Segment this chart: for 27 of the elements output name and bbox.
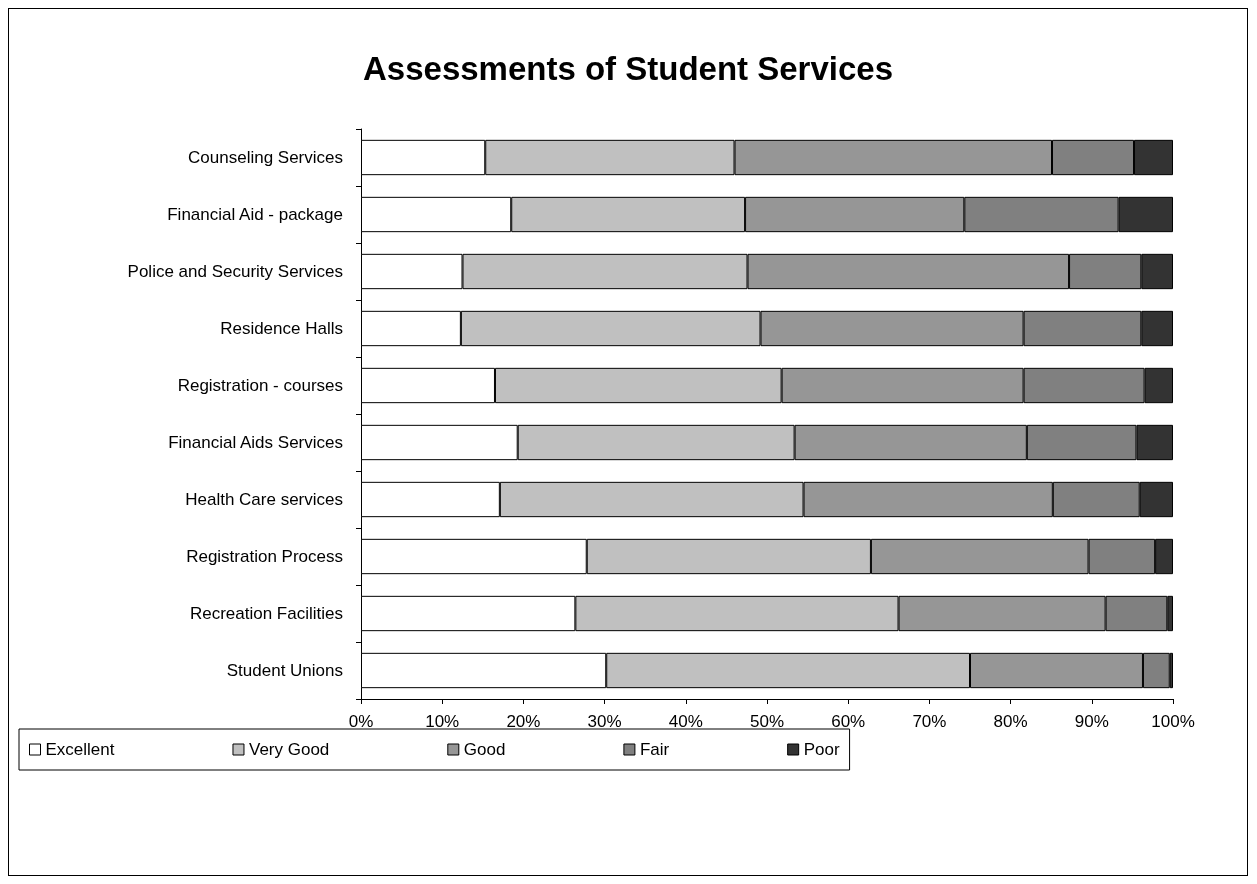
x-tick-label: 70% bbox=[912, 712, 947, 731]
x-tick-label: 100% bbox=[1151, 712, 1195, 731]
y-tick-label: Health Care services bbox=[185, 490, 343, 509]
x-tick-label: 60% bbox=[831, 712, 866, 731]
legend-label: Poor bbox=[803, 740, 840, 759]
x-tick-label: 20% bbox=[506, 712, 541, 731]
y-tick-label: Financial Aid - package bbox=[167, 205, 343, 224]
x-tick-label: 80% bbox=[993, 712, 1028, 731]
legend-label: Excellent bbox=[45, 740, 115, 759]
y-tick-label: Registration - courses bbox=[177, 376, 343, 395]
x-tick-label: 50% bbox=[749, 712, 785, 731]
y-tick-label: Counseling Services bbox=[188, 148, 343, 167]
x-tick-label: 90% bbox=[1074, 712, 1109, 731]
legend-label: Fair bbox=[639, 740, 670, 759]
y-tick-label: Recreation Facilities bbox=[189, 604, 343, 623]
x-tick-label: 0% bbox=[348, 712, 374, 731]
x-tick-label: 10% bbox=[425, 712, 460, 731]
chart-title: Assessments of Student Services bbox=[362, 50, 894, 87]
legend-label: Good bbox=[463, 740, 506, 759]
x-tick-label: 40% bbox=[668, 712, 703, 731]
y-tick-label: Police and Security Services bbox=[127, 262, 343, 281]
y-tick-label: Financial Aids Services bbox=[168, 433, 343, 452]
legend-label: Very Good bbox=[248, 740, 330, 759]
y-tick-label: Registration Process bbox=[186, 547, 343, 566]
x-tick-label: 30% bbox=[587, 712, 622, 731]
y-tick-label: Residence Halls bbox=[220, 319, 343, 338]
y-tick-label: Student Unions bbox=[226, 661, 343, 680]
